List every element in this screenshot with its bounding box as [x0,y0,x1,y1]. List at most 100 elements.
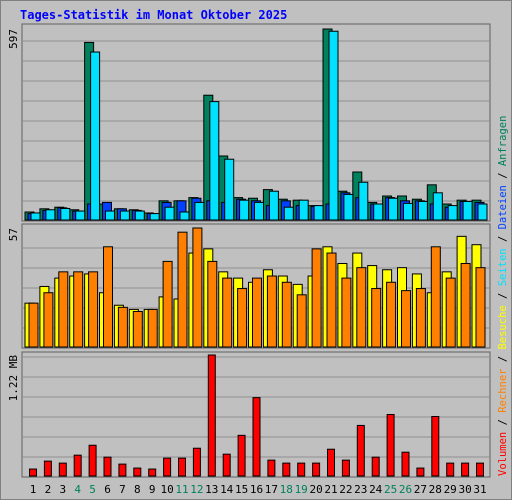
bar [401,290,411,348]
bar [133,467,142,477]
bar [430,246,441,348]
bar [162,260,173,348]
bar [281,281,292,348]
bar [163,457,172,477]
x-tick-label: 28 [429,483,442,496]
bar [117,306,128,348]
bar [327,448,335,477]
x-tick-label: 25 [384,483,397,496]
bar [356,267,367,348]
x-tick-label: 9 [149,483,156,496]
legend-separator: / [497,413,509,432]
bar [194,201,205,221]
bar [266,275,277,348]
bar [460,262,471,348]
bar [60,207,71,221]
x-tick-label: 2 [45,483,52,496]
bar [475,267,486,348]
x-tick-label: 20 [309,483,322,496]
bar [237,288,248,348]
x-tick-label: 31 [473,483,486,496]
bar [298,199,309,221]
x-tick-label: 16 [250,483,263,496]
bar [416,467,425,477]
bar [297,462,306,477]
bar [312,462,321,477]
legend-entry: Volumen [497,432,509,476]
bar [252,397,261,477]
x-tick-label: 14 [220,483,234,496]
bar [103,246,113,348]
bar [268,190,279,221]
x-tick-label: 17 [265,483,278,496]
bar [296,294,307,348]
bar [43,460,52,477]
bar [192,227,203,348]
bar [88,271,99,348]
x-tick-label: 5 [89,483,96,496]
bar [222,453,231,477]
bar [103,456,112,477]
bar [446,462,455,477]
bar [373,203,384,221]
y-tick-label: 1.22 MB [7,355,20,402]
bar [178,457,186,477]
x-tick-label: 7 [119,483,126,496]
bar [415,288,426,348]
bar [58,462,67,477]
bar [358,181,369,221]
bar [43,292,54,348]
bar [386,281,397,348]
x-tick-label: 11 [175,483,188,496]
chart-title: Tages-Statistik im Monat Oktober 2025 [20,8,287,22]
bar [341,459,350,477]
legend-separator: / [497,229,509,248]
x-tick-label: 23 [354,483,367,496]
bar [386,414,395,477]
bar [237,434,246,477]
legend-separator: / [497,286,509,305]
bar [341,277,352,348]
bar [207,260,218,348]
bar [45,209,56,221]
bar [328,30,339,221]
bar [192,447,201,477]
x-tick-label: 15 [235,483,248,496]
legend-entry: Anfragen [497,116,509,167]
x-tick-label: 22 [339,483,352,496]
x-tick-label: 21 [324,483,337,496]
legend-separator: / [497,350,509,369]
bar [267,459,276,477]
x-tick-label: 10 [160,483,173,496]
bar [313,205,324,221]
bar [148,468,157,477]
x-tick-label: 6 [104,483,111,496]
bar [75,210,86,221]
bar [224,158,235,221]
x-tick-label: 26 [399,483,412,496]
bar [401,451,410,477]
x-tick-label: 24 [369,483,383,496]
bar [209,101,220,221]
x-tick-label: 27 [414,483,427,496]
bar [283,206,294,221]
bar [403,202,413,221]
bar [462,200,473,221]
bar [118,463,127,477]
legend-entry: Dateien [497,185,509,229]
bar [431,415,440,477]
x-tick-label: 4 [74,483,81,496]
bar [282,462,291,477]
legend-entry: Seiten [497,248,509,286]
bar [88,444,97,477]
legend: Volumen / Rechner / Besuche / Seiten / D… [497,116,509,476]
bar [252,277,262,348]
legend-separator: / [497,166,509,185]
bar [445,277,456,348]
bar [371,456,380,477]
bar [29,468,37,477]
bar [447,205,458,221]
bar [132,311,143,348]
bar [149,213,160,221]
